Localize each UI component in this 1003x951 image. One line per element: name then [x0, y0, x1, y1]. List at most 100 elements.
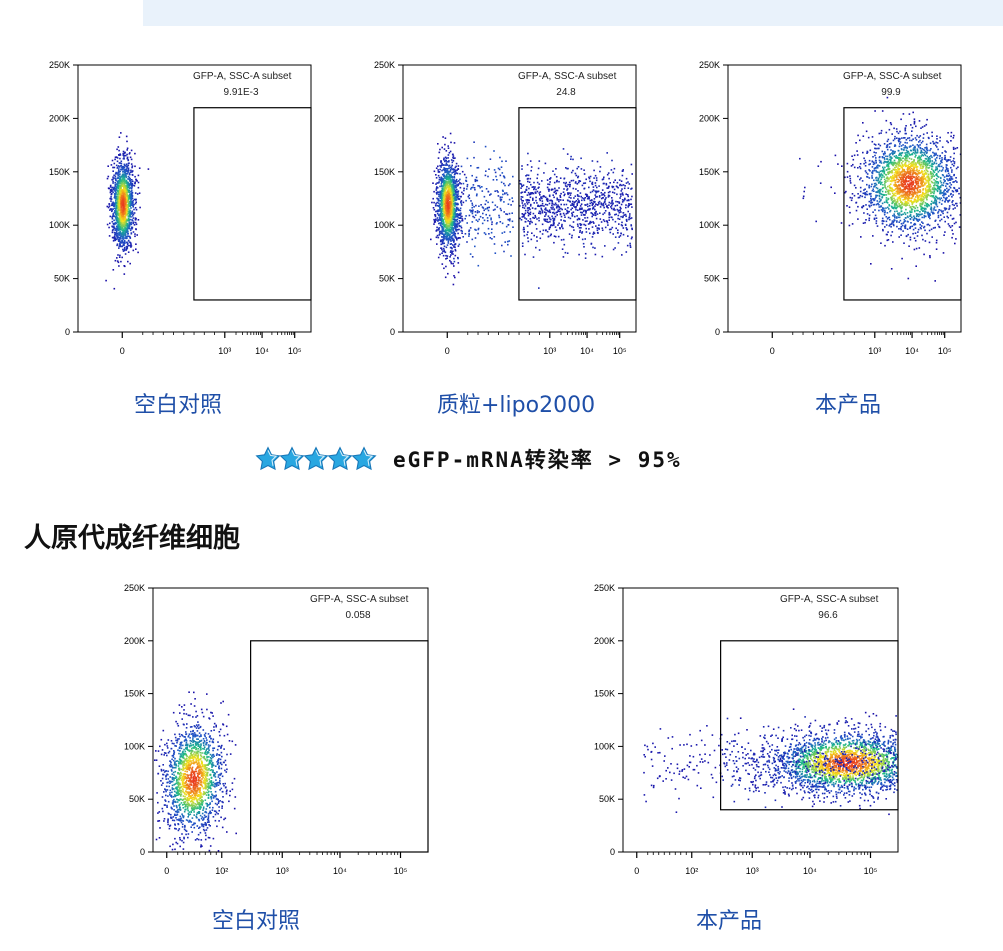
event-point: [560, 203, 562, 206]
event-point: [442, 237, 445, 239]
event-point: [442, 239, 445, 242]
event-point: [128, 208, 130, 210]
event-point: [126, 149, 128, 151]
event-point: [445, 205, 447, 207]
event-point: [119, 228, 121, 231]
event-point: [449, 200, 451, 203]
event-point: [550, 199, 552, 202]
event-point: [442, 203, 444, 206]
event-point: [588, 177, 591, 180]
event-point: [444, 169, 447, 172]
event-point: [608, 216, 610, 219]
event-point: [445, 209, 448, 211]
event-point: [579, 224, 582, 227]
event-point: [551, 204, 553, 207]
event-point: [929, 195, 932, 197]
event-point: [614, 209, 616, 211]
event-point: [532, 197, 534, 200]
event-point: [525, 175, 527, 177]
event-point: [553, 217, 556, 220]
event-point: [453, 213, 455, 215]
event-point: [904, 186, 906, 188]
event-point: [462, 236, 464, 238]
event-point: [113, 205, 115, 208]
event-point: [119, 222, 122, 224]
event-point: [542, 229, 545, 232]
event-point: [447, 193, 450, 195]
event-point: [900, 194, 902, 197]
event-point: [119, 187, 121, 189]
event-point: [119, 209, 122, 212]
event-point: [921, 154, 923, 156]
event-point: [450, 175, 452, 177]
event-point: [631, 227, 633, 230]
event-point: [119, 227, 121, 230]
event-point: [437, 191, 440, 194]
event-point: [594, 214, 597, 217]
event-point: [549, 211, 552, 214]
event-point: [911, 139, 913, 142]
event-point: [138, 167, 141, 169]
event-point: [524, 253, 526, 256]
event-point: [547, 183, 549, 185]
scatter-points: [105, 132, 150, 290]
event-point: [435, 174, 437, 176]
event-point: [447, 221, 449, 223]
event-point: [131, 212, 134, 214]
event-point: [117, 182, 120, 185]
event-point: [520, 219, 523, 221]
event-point: [126, 173, 129, 175]
event-point: [444, 143, 446, 146]
event-point: [504, 184, 506, 187]
event-point: [471, 174, 473, 177]
event-point: [535, 196, 537, 199]
event-point: [936, 205, 939, 208]
event-point: [441, 238, 444, 241]
event-point: [147, 168, 150, 170]
event-point: [440, 223, 442, 225]
event-point: [473, 216, 476, 219]
event-point: [111, 204, 114, 206]
event-point: [457, 232, 459, 235]
event-point: [113, 287, 116, 290]
event-point: [568, 192, 570, 194]
event-point: [592, 213, 594, 216]
event-point: [451, 222, 454, 225]
event-point: [442, 210, 444, 213]
event-point: [109, 215, 112, 218]
event-point: [441, 162, 443, 165]
event-point: [471, 221, 474, 223]
event-point: [474, 180, 477, 183]
event-point: [132, 201, 134, 204]
event-point: [440, 230, 442, 232]
event-point: [444, 171, 446, 173]
event-point: [567, 207, 569, 209]
event-point: [113, 224, 115, 226]
event-point: [521, 202, 524, 204]
event-point: [910, 149, 913, 152]
event-point: [126, 218, 128, 221]
event-point: [111, 189, 113, 192]
event-point: [563, 214, 566, 216]
event-point: [578, 180, 580, 182]
event-point: [453, 265, 455, 267]
event-point: [449, 178, 451, 181]
top-banner: [143, 0, 1003, 26]
event-point: [914, 156, 916, 158]
event-point: [551, 202, 553, 205]
event-point: [935, 184, 938, 187]
event-point: [448, 194, 451, 196]
event-point: [545, 209, 547, 211]
event-point: [447, 208, 450, 211]
event-point: [544, 220, 547, 222]
event-point: [533, 234, 535, 237]
event-point: [906, 170, 909, 172]
event-point: [454, 190, 457, 192]
event-point: [109, 222, 111, 225]
event-point: [512, 226, 514, 228]
event-point: [437, 191, 439, 193]
event-point: [481, 186, 483, 188]
event-point: [442, 190, 444, 193]
event-point: [446, 172, 449, 174]
event-point: [935, 203, 938, 205]
